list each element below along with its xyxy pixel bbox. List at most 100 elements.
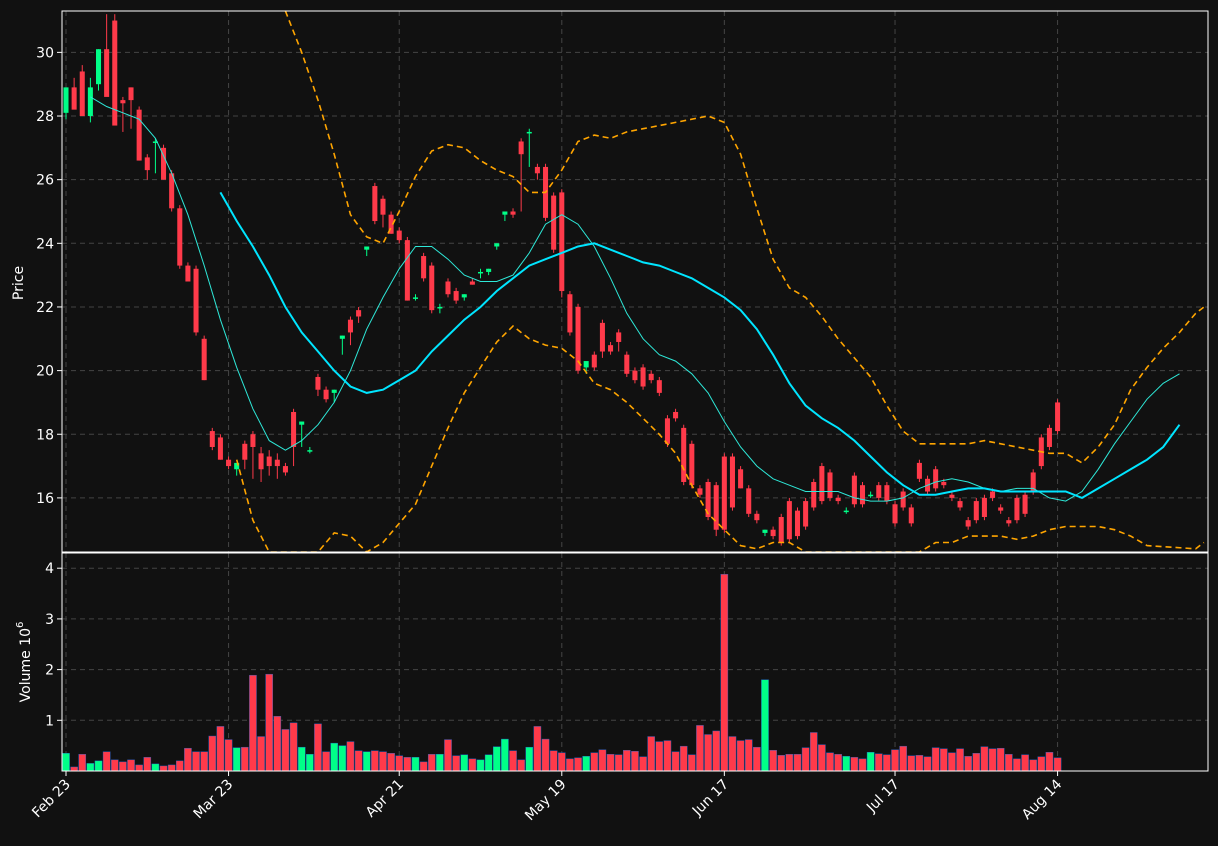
volume-bar	[525, 746, 534, 771]
volume-bar	[94, 760, 103, 771]
candle-body	[201, 338, 207, 381]
candle-body	[144, 157, 150, 171]
volume-axis-label: Volume 106	[15, 622, 34, 703]
volume-bar	[566, 758, 574, 771]
volume-bar	[874, 753, 883, 771]
volume-bar	[582, 756, 590, 771]
volume-bar	[241, 746, 249, 771]
candle-body	[510, 211, 516, 215]
volume-bar	[395, 755, 404, 771]
volume-bar	[761, 679, 769, 771]
x-tick-label: Apr 21	[363, 777, 407, 821]
volume-bar	[436, 754, 444, 771]
volume-bar	[143, 757, 152, 771]
candle-body	[908, 507, 914, 524]
volume-bar	[801, 747, 810, 771]
volume-bar	[631, 751, 639, 771]
candle-body	[372, 186, 378, 222]
candle-body	[721, 456, 727, 530]
volume-bar	[834, 754, 842, 771]
candle-body	[291, 411, 297, 447]
candle-body	[713, 485, 719, 530]
candle-body	[803, 501, 809, 527]
candle-body	[404, 240, 410, 301]
volume-bar	[460, 754, 469, 771]
candle-body	[778, 516, 784, 543]
volume-bar	[688, 754, 696, 771]
price-panel-frame	[61, 10, 1209, 553]
price-tick-label: 26	[36, 173, 54, 189]
volume-axis-exponent-power: 6	[15, 622, 26, 628]
volume-bar	[956, 748, 964, 771]
volume-bar	[720, 574, 729, 771]
candle-body	[591, 354, 597, 368]
x-tick-label: Aug 14	[1019, 776, 1065, 822]
volume-bar	[338, 745, 347, 771]
candle-body	[185, 265, 191, 282]
volume-bar	[62, 753, 70, 771]
volume-bar	[330, 742, 338, 771]
candle-body	[282, 466, 288, 473]
volume-bar	[501, 738, 509, 771]
candle-body	[63, 87, 69, 113]
candle-body	[226, 459, 232, 467]
price-tick-label: 22	[36, 300, 54, 316]
candle-body	[339, 335, 345, 339]
volume-bar	[1045, 752, 1054, 771]
candle-body	[811, 481, 817, 508]
candle-body	[429, 265, 435, 311]
candle-body	[559, 192, 565, 292]
candle-body	[1014, 497, 1020, 521]
candle-body	[258, 453, 264, 470]
candle-body	[445, 281, 451, 295]
candle-body	[957, 501, 963, 508]
volume-bar	[541, 738, 550, 771]
candle-body	[567, 294, 573, 333]
price-panel: 16 18 20 22 24 26 28 30	[36, 10, 1209, 553]
volume-bar	[777, 755, 786, 771]
candle-body	[526, 131, 532, 134]
candle-body	[518, 141, 524, 155]
volume-bar	[818, 744, 826, 771]
candle-body	[234, 462, 240, 470]
volume-bar	[1053, 757, 1062, 771]
volume-bar	[249, 674, 257, 771]
candle-body	[746, 488, 752, 514]
candle-body	[266, 456, 272, 467]
volume-bar	[427, 754, 436, 771]
volume-bar	[623, 750, 631, 771]
candle-body	[209, 431, 215, 447]
candle-body	[551, 195, 557, 250]
volume-bar	[468, 758, 477, 771]
volume-bar	[452, 755, 460, 771]
volume-bar	[647, 736, 655, 771]
volume-bar	[744, 739, 753, 771]
volume-panel-frame	[61, 552, 1209, 772]
volume-bar	[598, 749, 607, 771]
price-tick-label: 30	[36, 45, 54, 61]
candle-body	[973, 501, 979, 521]
volume-bar	[891, 749, 899, 771]
volume-bar	[655, 741, 664, 771]
volume-bar	[216, 726, 225, 771]
candle-body	[941, 481, 947, 486]
volume-bar	[127, 759, 135, 771]
volume-tick-label: 1	[45, 713, 54, 729]
candle-body	[892, 504, 898, 524]
candle-body	[689, 443, 695, 486]
volume-bar	[102, 751, 111, 771]
x-tick-label: Mar 23	[191, 777, 237, 823]
candle-body	[104, 49, 110, 97]
candle-body	[152, 141, 158, 143]
candles-group	[63, 14, 1061, 546]
candle-body	[900, 491, 906, 508]
candle-body	[575, 306, 581, 371]
candle-body	[461, 294, 467, 298]
volume-bar	[1005, 754, 1013, 771]
x-tick-label: Jun 17	[689, 777, 732, 820]
candle-body	[87, 87, 93, 117]
volume-bar	[785, 754, 794, 771]
candle-body	[608, 345, 614, 352]
volume-bar	[899, 745, 907, 771]
volume-tick-label: 2	[45, 663, 54, 679]
